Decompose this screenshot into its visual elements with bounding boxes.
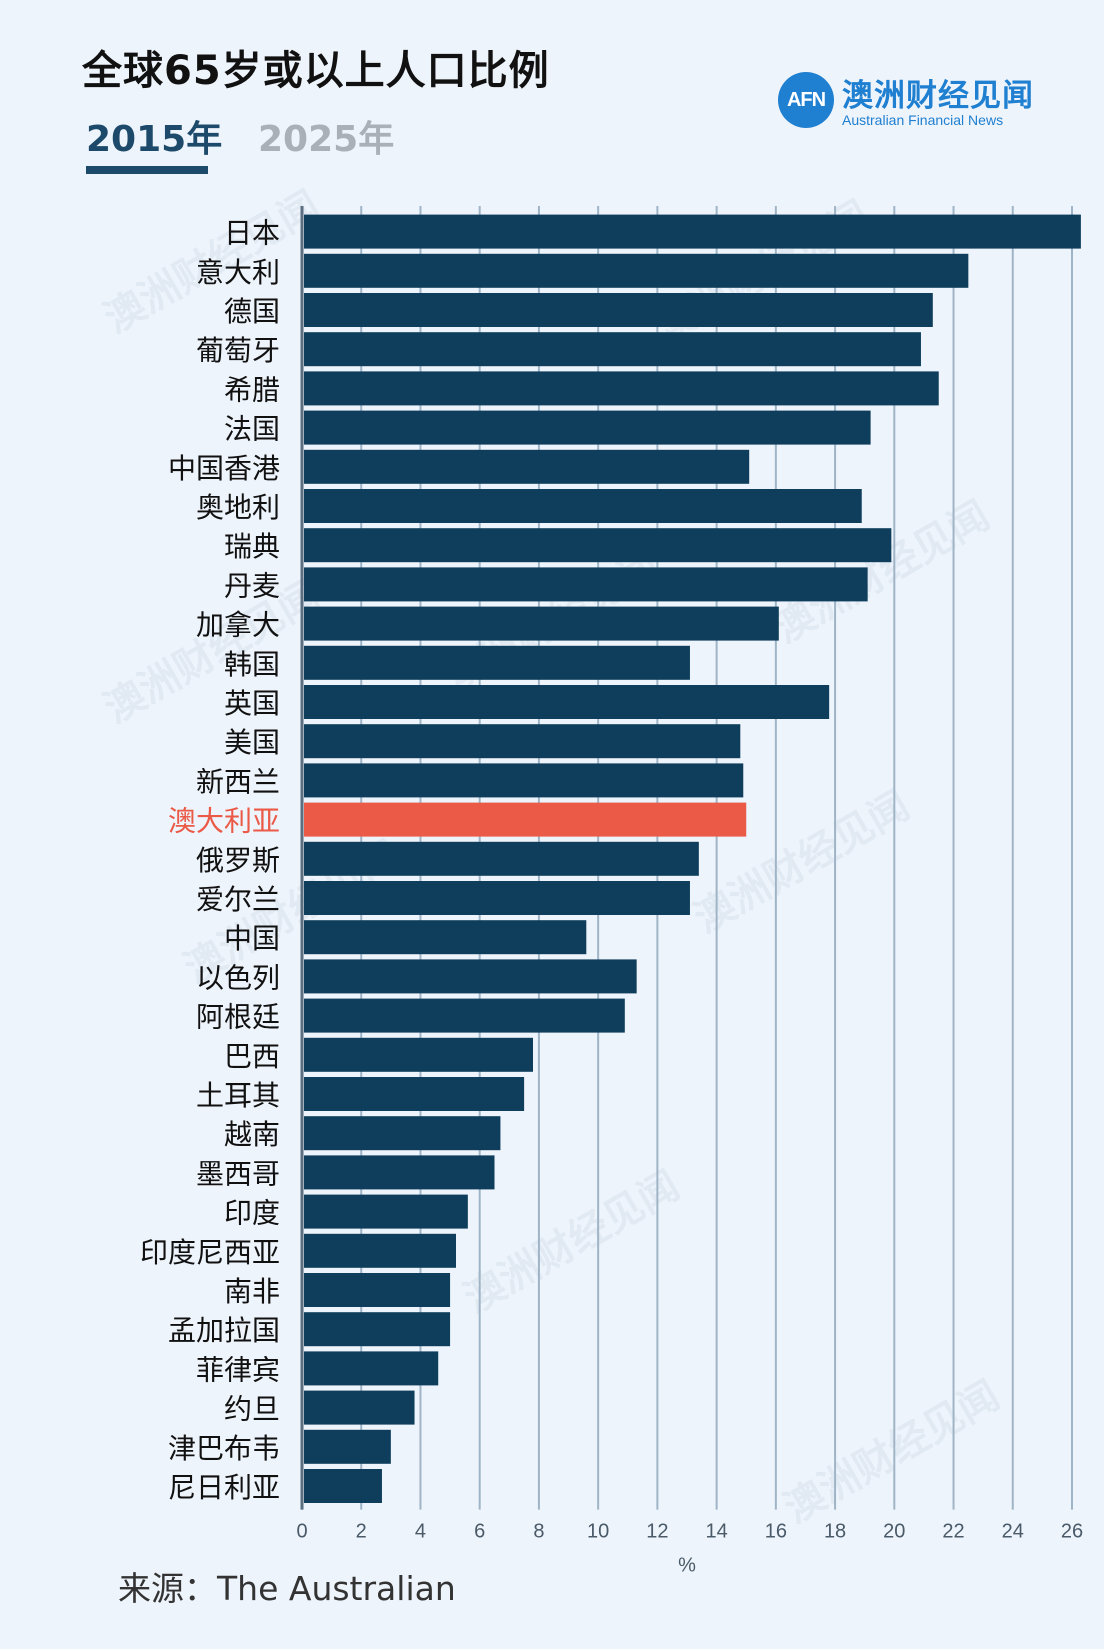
category-label: 孟加拉国 <box>168 1314 280 1347</box>
category-label: 巴西 <box>224 1040 280 1073</box>
category-label: 韩国 <box>224 648 280 681</box>
bar <box>304 410 871 445</box>
bar-highlight <box>304 802 747 837</box>
brand-name-cn: 澳洲财经见闻 <box>842 78 1034 114</box>
category-label: 中国香港 <box>168 452 280 485</box>
bar <box>304 920 587 955</box>
bar <box>304 1077 525 1111</box>
category-label: 墨西哥 <box>196 1157 280 1190</box>
category-label: 葡萄牙 <box>196 334 280 367</box>
bar <box>304 567 868 602</box>
category-label: 澳大利亚 <box>168 805 280 838</box>
bar <box>304 1429 391 1464</box>
bar <box>304 371 939 406</box>
tick-label: 20 <box>883 1521 905 1543</box>
bar <box>304 1390 415 1425</box>
tick-label: 12 <box>646 1521 668 1543</box>
category-label: 爱尔兰 <box>196 883 280 916</box>
bar <box>304 763 744 798</box>
category-label: 津巴布韦 <box>168 1432 280 1465</box>
category-label: 德国 <box>224 295 280 328</box>
bar <box>304 1116 501 1151</box>
category-label: 新西兰 <box>196 765 280 798</box>
tick-label: 6 <box>474 1521 485 1543</box>
tick-label: 24 <box>1002 1521 1024 1543</box>
bar <box>304 1351 439 1386</box>
category-label: 日本 <box>224 217 280 250</box>
tick-label: 14 <box>705 1521 727 1543</box>
bar <box>304 1469 382 1503</box>
category-label: 法国 <box>224 413 280 446</box>
category-label: 希腊 <box>224 373 280 406</box>
category-label: 俄罗斯 <box>196 844 280 877</box>
category-label: 英国 <box>224 687 280 720</box>
afn-logo-icon: AFN <box>778 72 834 128</box>
category-label: 丹麦 <box>224 569 280 602</box>
category-label: 中国 <box>224 922 280 955</box>
bar <box>304 724 741 759</box>
bar <box>304 253 969 288</box>
bar <box>304 998 625 1033</box>
bar <box>304 528 892 563</box>
category-label: 阿根廷 <box>196 1001 280 1034</box>
bar <box>304 1233 456 1268</box>
bar <box>304 332 921 367</box>
tick-label: 16 <box>765 1521 787 1543</box>
source-note: 来源：The Australian <box>118 1569 456 1608</box>
brand-name-en: Australian Financial News <box>842 112 1004 128</box>
bar <box>304 645 690 680</box>
tick-label: 26 <box>1061 1521 1083 1543</box>
bar <box>304 1037 533 1072</box>
tick-label: 2 <box>356 1521 367 1543</box>
category-label: 菲律宾 <box>196 1353 280 1386</box>
tab-2025[interactable]: 2025年 <box>258 119 395 160</box>
bar <box>304 449 750 484</box>
tick-label: 10 <box>587 1521 609 1543</box>
active-tab-indicator <box>86 166 208 174</box>
bar <box>304 293 933 327</box>
category-label: 尼日利亚 <box>168 1471 280 1504</box>
category-label: 瑞典 <box>224 530 280 563</box>
tick-label: 8 <box>533 1521 544 1543</box>
category-label: 越南 <box>224 1118 280 1151</box>
bar <box>304 606 779 641</box>
bar <box>304 959 637 994</box>
bar <box>304 214 1081 249</box>
bar <box>304 489 862 523</box>
bar <box>304 1312 451 1347</box>
category-label: 意大利 <box>196 256 280 289</box>
category-label: 以色列 <box>196 961 280 994</box>
bar <box>304 1155 495 1190</box>
bar <box>304 881 690 915</box>
bar <box>304 685 830 719</box>
bar <box>304 1194 468 1229</box>
bar <box>304 841 699 876</box>
category-label: 土耳其 <box>196 1079 280 1112</box>
category-label: 约旦 <box>224 1393 280 1426</box>
category-label: 印度 <box>224 1197 280 1230</box>
category-label: 加拿大 <box>196 609 280 642</box>
category-label: 南非 <box>224 1275 280 1308</box>
x-axis-label: % <box>678 1555 696 1577</box>
tick-label: 22 <box>942 1521 964 1543</box>
tick-label: 18 <box>824 1521 846 1543</box>
category-label: 印度尼西亚 <box>140 1236 280 1269</box>
category-label: 美国 <box>224 726 280 759</box>
tick-label: 4 <box>415 1521 426 1543</box>
bar <box>304 1273 451 1307</box>
chart-title: 全球65岁或以上人口比例 <box>82 48 550 94</box>
tick-label: 0 <box>296 1521 307 1543</box>
category-label: 奥地利 <box>196 491 280 524</box>
tab-2015[interactable]: 2015年 <box>86 119 223 160</box>
